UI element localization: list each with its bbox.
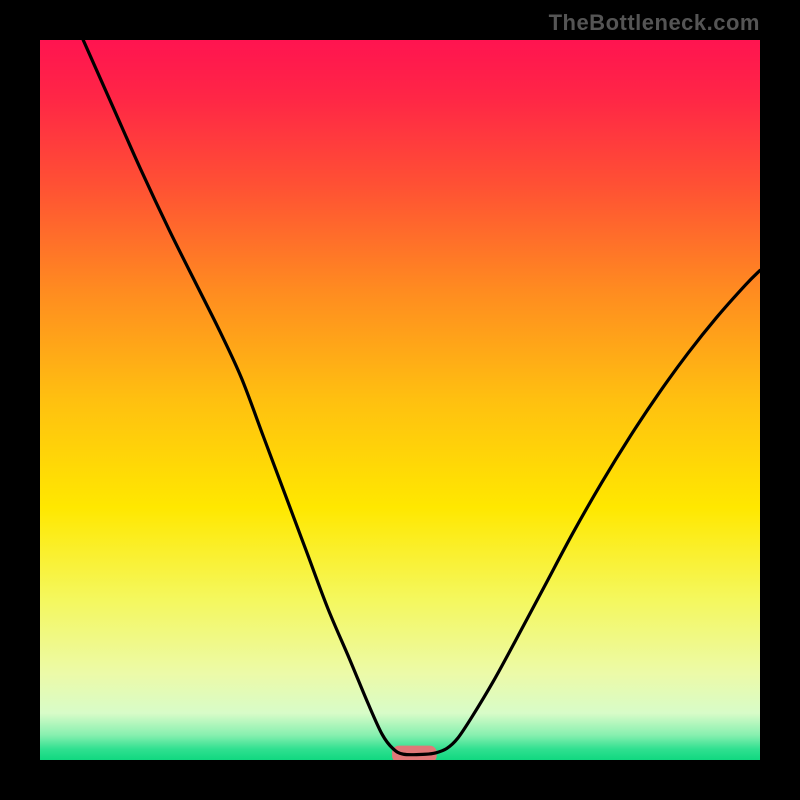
plot-area bbox=[40, 40, 760, 760]
watermark-text: TheBottleneck.com bbox=[549, 10, 760, 36]
bottleneck-curve-chart bbox=[40, 40, 760, 760]
chart-frame: TheBottleneck.com bbox=[0, 0, 800, 800]
gradient-background bbox=[40, 40, 760, 760]
